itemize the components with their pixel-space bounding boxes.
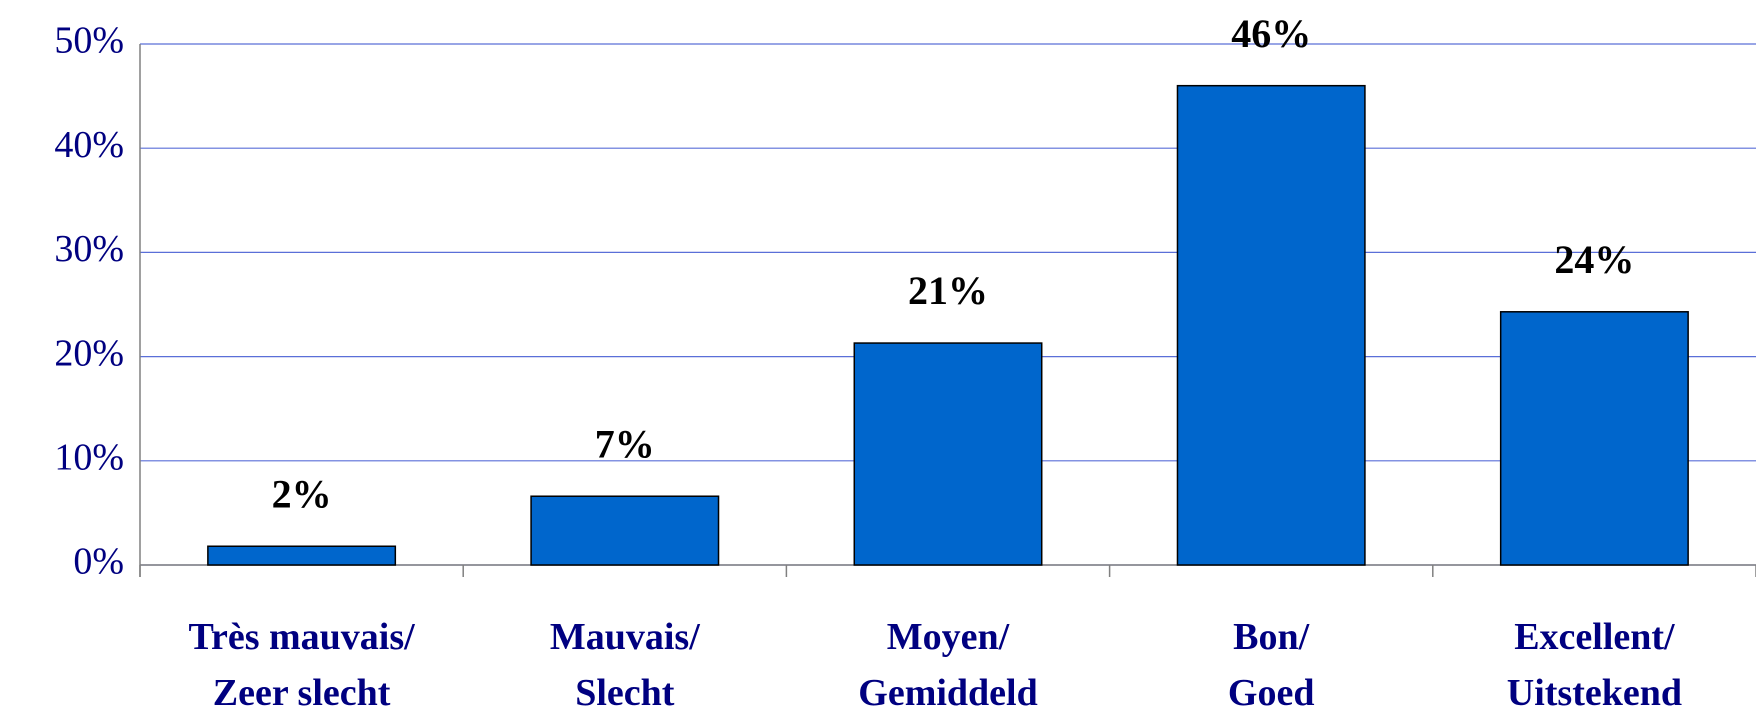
bar — [207, 545, 397, 566]
x-tick-label-line: Mauvais/ — [550, 616, 700, 658]
y-tick-label: 30% — [54, 228, 124, 270]
value-label: 24% — [1554, 237, 1634, 282]
x-tick-label: Bon/Goed — [1228, 616, 1315, 714]
x-tick-label: Excellent/Uitstekend — [1507, 616, 1682, 714]
x-tick-label: Moyen/Gemiddeld — [858, 616, 1037, 714]
value-label: 2% — [272, 471, 332, 516]
x-tick-label-line: Slecht — [575, 672, 675, 714]
x-tick-label-line: Uitstekend — [1507, 672, 1682, 714]
bar — [853, 342, 1043, 566]
y-tick-label: 20% — [54, 332, 124, 374]
bar — [1499, 311, 1689, 566]
x-tick-label-line: Zeer slecht — [213, 672, 391, 714]
x-tick-label: Mauvais/Slecht — [550, 616, 700, 714]
y-tick-label: 10% — [54, 437, 124, 479]
value-label: 7% — [595, 421, 655, 466]
x-tick-label-line: Goed — [1228, 672, 1315, 714]
y-tick-label: 0% — [73, 541, 124, 583]
x-tick-label-line: Moyen/ — [887, 616, 1010, 658]
value-label: 21% — [908, 268, 988, 313]
y-tick-label: 40% — [54, 124, 124, 166]
x-tick-label-line: Bon/ — [1233, 616, 1309, 658]
bar — [1176, 84, 1366, 566]
x-tick-label-line: Excellent/ — [1514, 616, 1675, 658]
x-tick-label-line: Très mauvais/ — [188, 616, 415, 658]
x-tick-label-line: Gemiddeld — [858, 672, 1037, 714]
y-tick-label: 50% — [54, 20, 124, 62]
value-label: 46% — [1231, 11, 1311, 56]
x-tick-label: Très mauvais/Zeer slecht — [188, 616, 415, 714]
bar — [530, 495, 720, 566]
